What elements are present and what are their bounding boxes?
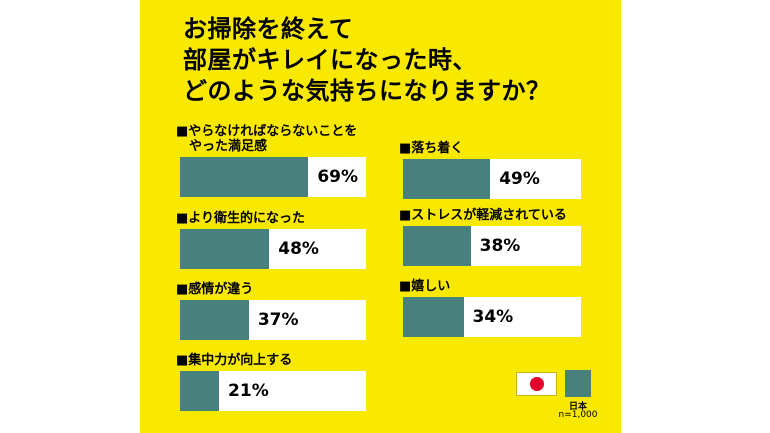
bar-track: 34% bbox=[403, 297, 581, 337]
bar-item: ■感情が違う 37% bbox=[176, 282, 376, 340]
bar-label: ■より衛生的になった bbox=[176, 211, 306, 226]
bar-label: ■落ち着く bbox=[399, 141, 464, 156]
bar-value-label: 37% bbox=[257, 310, 299, 330]
bar-value-label: 34% bbox=[472, 307, 514, 327]
bar-fill bbox=[180, 157, 309, 197]
bar-fill bbox=[180, 300, 249, 340]
bar-value-label: 69% bbox=[317, 167, 359, 187]
legend: 日本 n=1,000 bbox=[516, 368, 606, 424]
bar-label: ■ストレスが軽減されている bbox=[399, 208, 567, 223]
bar-track: 49% bbox=[403, 159, 581, 199]
bar-column-left: ■やらなければならないことを やった満足感 69% ■より衛生的になった 48% ■感情… bbox=[176, 124, 376, 424]
bar-value-label: 49% bbox=[499, 169, 540, 189]
bar-fill bbox=[403, 297, 464, 337]
bar-fill bbox=[180, 229, 270, 269]
bar-fill bbox=[403, 226, 471, 266]
bar-item: ■嬉しい 34% bbox=[399, 279, 594, 337]
legend-country-label: 日本 bbox=[568, 402, 587, 412]
bar-track: 48% bbox=[180, 229, 366, 269]
bar-track: 69% bbox=[180, 157, 366, 197]
bar-item: ■ストレスが軽減されている 38% bbox=[399, 208, 594, 266]
bar-column-right: ■落ち着く 49% ■ストレスが軽減されている 38% ■嬉しい 34% bbox=[399, 141, 594, 350]
bar-label: ■集中力が向上する bbox=[176, 353, 293, 368]
bar-item: ■やらなければならないことを やった満足感 69% bbox=[176, 124, 376, 197]
bar-item: ■集中力が向上する 21% bbox=[176, 353, 376, 411]
bar-value-label: 38% bbox=[479, 236, 521, 256]
bar-label: ■嬉しい bbox=[399, 279, 451, 294]
bar-value-label: 48% bbox=[278, 239, 319, 259]
bar-track: 21% bbox=[180, 371, 366, 411]
survey-poster: お掃除を終えて 部屋がキレイになった時、 どのような気持ちになりますか？ ■やら… bbox=[140, 0, 621, 433]
bar-label: ■感情が違う bbox=[176, 282, 254, 297]
bar-track: 37% bbox=[180, 300, 366, 340]
legend-color-swatch bbox=[565, 370, 591, 397]
bar-item: ■落ち着く 49% bbox=[399, 141, 594, 199]
chart-title: お掃除を終えて 部屋がキレイになった時、 どのような気持ちになりますか？ bbox=[183, 15, 551, 105]
bar-label: ■やらなければならないことを やった満足感 bbox=[176, 124, 358, 154]
bar-value-label: 21% bbox=[228, 381, 269, 401]
bar-fill bbox=[180, 371, 220, 411]
bar-item: ■より衛生的になった 48% bbox=[176, 211, 376, 269]
bar-track: 38% bbox=[403, 226, 581, 266]
flag-red-circle bbox=[529, 377, 544, 391]
legend-sample-size: n=1,000 bbox=[558, 410, 598, 420]
bar-fill bbox=[403, 159, 491, 199]
japan-flag-icon bbox=[516, 372, 557, 396]
